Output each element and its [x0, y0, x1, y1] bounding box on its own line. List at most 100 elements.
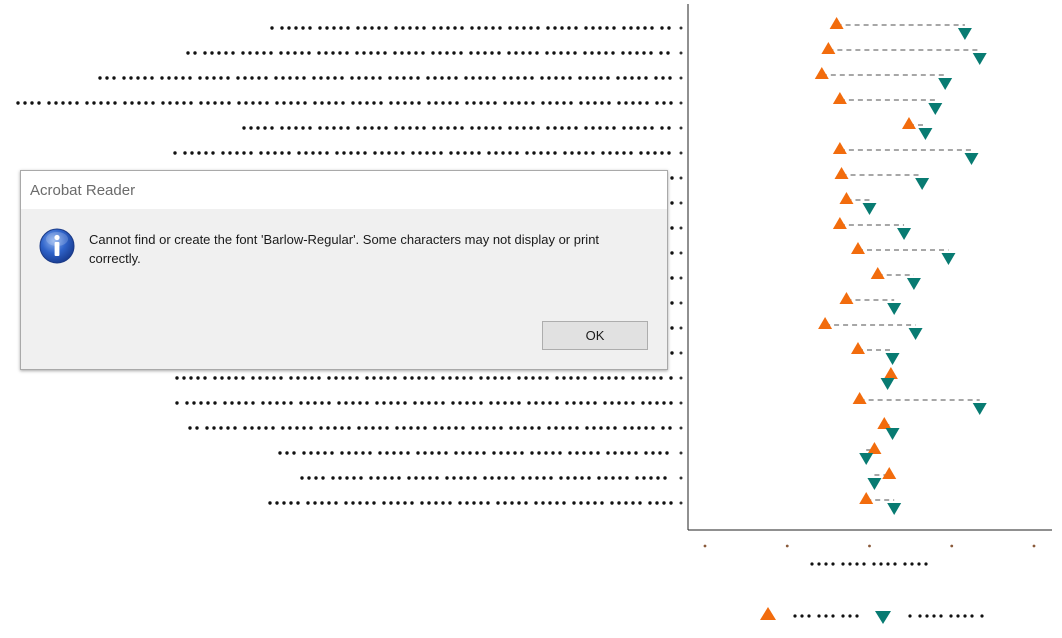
end-marker: [880, 378, 895, 390]
label-glyph: [548, 501, 552, 505]
label-glyph: [586, 101, 590, 105]
label-glyph: [651, 426, 655, 430]
label-glyph: [274, 76, 278, 80]
label-glyph: [472, 101, 476, 105]
label-glyph: [638, 101, 642, 105]
label-glyph: [499, 451, 503, 455]
label-glyph: [394, 26, 398, 30]
end-marker: [862, 203, 877, 215]
legend-label-glyph: [925, 614, 929, 618]
label-glyph: [490, 476, 494, 480]
label-glyph: [308, 126, 312, 130]
label-glyph: [251, 376, 255, 380]
label-glyph: [610, 501, 614, 505]
label-glyph: [440, 426, 444, 430]
label-glyph: [299, 401, 303, 405]
label-glyph: [574, 126, 578, 130]
label-glyph: [471, 426, 475, 430]
label-glyph: [378, 426, 382, 430]
label-glyph: [384, 26, 388, 30]
label-glyph: [494, 151, 498, 155]
label-glyph: [470, 126, 474, 130]
label-glyph: [297, 151, 301, 155]
label-glyph: [670, 276, 674, 280]
label-glyph: [566, 51, 570, 55]
label-glyph: [210, 51, 214, 55]
y-tick: [679, 201, 683, 205]
label-glyph: [660, 151, 664, 155]
label-glyph: [631, 401, 635, 405]
x-axis-label-glyph: [924, 562, 928, 566]
legend-label-glyph: [817, 614, 821, 618]
label-glyph: [233, 426, 237, 430]
end-marker: [972, 53, 987, 65]
label-glyph: [273, 151, 277, 155]
label-glyph: [394, 126, 398, 130]
label-glyph: [637, 76, 641, 80]
end-marker: [957, 28, 972, 40]
x-axis-label-glyph: [817, 562, 821, 566]
label-glyph: [175, 101, 179, 105]
start-marker: [882, 467, 897, 479]
label-glyph: [541, 401, 545, 405]
label-glyph: [327, 501, 331, 505]
y-tick: [679, 251, 683, 255]
label-glyph: [560, 26, 564, 30]
label-glyph: [382, 401, 386, 405]
y-tick: [679, 276, 683, 280]
label-glyph: [579, 101, 583, 105]
label-glyph: [320, 501, 324, 505]
label-glyph: [334, 376, 338, 380]
label-glyph: [425, 151, 429, 155]
label-glyph: [566, 476, 570, 480]
label-glyph: [612, 126, 616, 130]
label-glyph: [662, 401, 666, 405]
label-glyph: [472, 501, 476, 505]
label-glyph: [257, 76, 261, 80]
label-glyph: [188, 426, 192, 430]
label-glyph: [597, 51, 601, 55]
label-glyph: [487, 151, 491, 155]
label-glyph: [477, 126, 481, 130]
label-glyph: [236, 76, 240, 80]
label-glyph: [289, 401, 293, 405]
label-glyph: [592, 426, 596, 430]
label-glyph: [516, 426, 520, 430]
label-glyph: [660, 26, 664, 30]
label-glyph: [308, 26, 312, 30]
label-glyph: [400, 51, 404, 55]
label-glyph: [492, 426, 496, 430]
label-glyph: [303, 101, 307, 105]
label-glyph: [160, 76, 164, 80]
label-glyph: [92, 101, 96, 105]
label-glyph: [167, 76, 171, 80]
label-glyph: [502, 76, 506, 80]
label-glyph: [559, 51, 563, 55]
x-axis-label-glyph: [886, 562, 890, 566]
label-glyph: [421, 476, 425, 480]
label-glyph: [531, 376, 535, 380]
start-marker: [832, 142, 847, 154]
label-glyph: [455, 101, 459, 105]
label-glyph: [489, 401, 493, 405]
label-glyph: [620, 451, 624, 455]
dialog-titlebar[interactable]: Acrobat Reader: [21, 171, 667, 210]
label-glyph: [212, 426, 216, 430]
label-glyph: [174, 76, 178, 80]
label-glyph: [645, 101, 649, 105]
label-glyph: [369, 51, 373, 55]
label-glyph: [220, 101, 224, 105]
x-axis-label-glyph: [855, 562, 859, 566]
legend-label-glyph: [800, 614, 804, 618]
label-glyph: [612, 26, 616, 30]
label-glyph: [358, 501, 362, 505]
ok-button[interactable]: OK: [542, 321, 648, 350]
label-glyph: [378, 451, 382, 455]
label-glyph: [195, 426, 199, 430]
label-glyph: [418, 151, 422, 155]
label-glyph: [541, 101, 545, 105]
label-glyph: [203, 51, 207, 55]
label-glyph: [441, 401, 445, 405]
start-marker: [867, 442, 882, 454]
dialog-message: Cannot find or create the font 'Barlow-R…: [89, 232, 600, 266]
